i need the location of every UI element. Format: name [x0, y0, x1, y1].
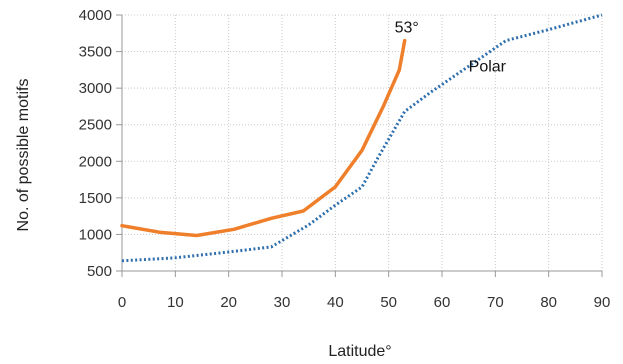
series-53-line [120, 38, 407, 238]
x-tick-label: 30 [274, 294, 291, 311]
axes [121, 15, 602, 272]
y-tick-label: 1500 [79, 190, 112, 207]
x-tick-label: 10 [167, 294, 184, 311]
y-tick-label: 2500 [79, 117, 112, 134]
x-tick-label: 20 [220, 294, 237, 311]
x-tick-label: 70 [487, 294, 504, 311]
y-tick-label: 500 [87, 263, 112, 280]
y-tick-label: 3000 [79, 80, 112, 97]
x-tick-label: 90 [594, 294, 611, 311]
x-tick-label: 0 [118, 294, 126, 311]
series-labels: 53° Polar [395, 20, 507, 76]
series-lines [120, 13, 603, 263]
grid [121, 14, 603, 272]
x-axis-ticks: 0 10 20 30 40 50 60 70 80 90 [118, 271, 611, 311]
x-tick-label: 80 [540, 294, 557, 311]
y-tick-label: 2000 [79, 153, 112, 170]
x-tick-label: 50 [380, 294, 397, 311]
y-tick-label: 1000 [79, 226, 112, 243]
x-axis-title: Latitude° [328, 343, 391, 360]
series-53-label: 53° [395, 20, 419, 37]
y-axis-ticks: 500 1000 1500 2000 2500 3000 3500 4000 [79, 7, 122, 280]
x-tick-label: 40 [327, 294, 344, 311]
polar-series-label: Polar [469, 58, 507, 75]
x-tick-label: 60 [434, 294, 451, 311]
y-axis-title: No. of possible motifs [15, 79, 32, 232]
y-tick-label: 4000 [79, 7, 112, 24]
y-tick-label: 3500 [79, 44, 112, 61]
